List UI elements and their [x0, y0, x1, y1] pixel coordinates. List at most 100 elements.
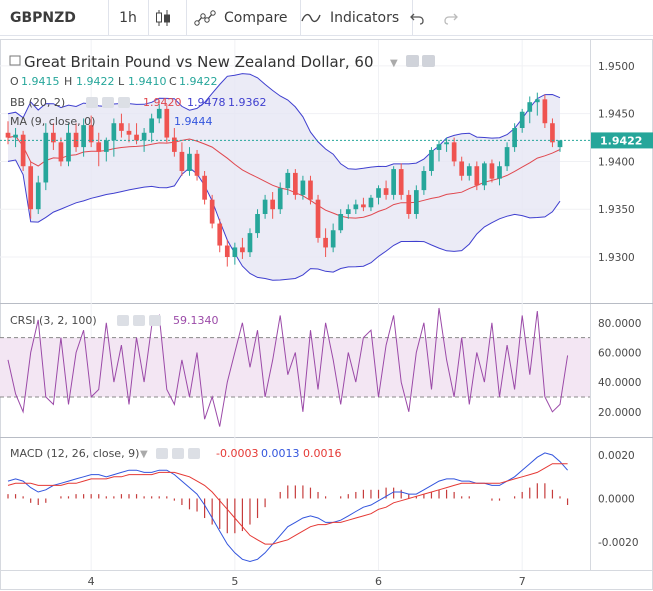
- crsi-gear-icon[interactable]: [133, 315, 145, 326]
- macd-gear-icon[interactable]: [172, 448, 184, 459]
- bb-close-icon[interactable]: [118, 97, 130, 108]
- compare-button[interactable]: Compare: [186, 0, 301, 35]
- crsi-label: CRSI (3, 2, 100): [10, 314, 97, 327]
- candle-body: [126, 130, 132, 135]
- undo-button[interactable]: [404, 0, 438, 35]
- last-price-tag-box: [591, 132, 653, 149]
- candle-body: [519, 111, 525, 128]
- crsi-eye-icon[interactable]: [117, 315, 129, 326]
- candle-body: [451, 142, 457, 162]
- candle-body: [459, 161, 465, 176]
- macd-hist-value: -0.0003: [216, 447, 258, 460]
- price-tick-label: 1.9450: [598, 109, 635, 121]
- candle-body: [361, 204, 366, 208]
- time-tick-label: 5: [231, 575, 238, 588]
- candle-body: [217, 223, 223, 246]
- candle-body: [202, 175, 207, 200]
- candle-body: [285, 172, 291, 189]
- macd-tick-label: -0.0020: [598, 537, 639, 549]
- macd-dropdown-icon[interactable]: ▼: [140, 449, 148, 460]
- bb-label: BB (20, 2): [10, 96, 65, 109]
- candle-body: [398, 169, 404, 195]
- candle-body: [534, 99, 540, 103]
- crsi-close-icon[interactable]: [149, 315, 161, 326]
- gear-icon[interactable]: [422, 55, 435, 67]
- candle-body: [111, 123, 117, 141]
- candle-body: [482, 163, 487, 186]
- candle-body: [330, 230, 336, 248]
- title-dropdown-icon[interactable]: ▼: [390, 58, 398, 69]
- indicators-label: Indicators: [330, 9, 400, 26]
- candle-body: [391, 169, 396, 195]
- candle-body: [542, 99, 548, 124]
- candle-body: [466, 166, 472, 176]
- candle-body: [134, 134, 139, 141]
- macd-close-icon[interactable]: [188, 448, 200, 459]
- symbol-label: GBPNZD: [10, 9, 76, 26]
- redo-icon: [444, 13, 458, 25]
- candle-body: [81, 125, 86, 148]
- candle-body: [550, 123, 555, 143]
- candle-body: [512, 128, 517, 148]
- redo-button[interactable]: [438, 0, 472, 35]
- main-title: Great Britain Pound vs New Zealand Dolla…: [24, 53, 374, 71]
- macd-eye-icon[interactable]: [156, 448, 168, 459]
- compare-icon: [194, 9, 216, 26]
- price-axis[interactable]: 1.9500 1.9450 1.9400 1.9350 1.9300 80.0000 60.…: [598, 61, 641, 549]
- bb-eye-icon[interactable]: [86, 97, 98, 108]
- candle-body: [28, 166, 34, 210]
- price-tick-label: 1.9350: [598, 204, 635, 216]
- collapse-legend-icon[interactable]: [9, 55, 21, 66]
- ohlc-low: 1.9410: [128, 75, 167, 88]
- symbol-search-button[interactable]: GBPNZD: [0, 0, 109, 35]
- candle-body: [149, 118, 155, 133]
- compare-label: Compare: [224, 9, 288, 26]
- candle-body: [172, 137, 177, 152]
- candle-body: [247, 233, 253, 253]
- candle-body: [255, 214, 260, 234]
- candle-body: [421, 171, 427, 191]
- candle-body: [35, 182, 41, 210]
- candles-icon: [156, 9, 170, 26]
- ma-value: 1.9444: [174, 115, 213, 128]
- candle-body: [187, 153, 192, 171]
- bollinger-upper-line: [7, 73, 561, 170]
- bb-basis-value: 1.9420: [143, 96, 182, 109]
- macd-tick-label: 0.0000: [598, 493, 635, 505]
- candle-body: [103, 140, 109, 152]
- chart-type-button[interactable]: [148, 0, 187, 35]
- crsi-tick-label: 80.0000: [598, 318, 641, 330]
- candle-body: [383, 188, 389, 195]
- bb-gear-icon[interactable]: [102, 97, 114, 108]
- candle-body: [224, 245, 230, 257]
- candle-body: [20, 134, 26, 167]
- time-tick-label: 4: [88, 575, 95, 588]
- candle-body: [444, 142, 449, 145]
- macd-histogram: [7, 483, 569, 534]
- chart-area[interactable]: Great Britain Pound vs New Zealand Dolla…: [0, 36, 653, 591]
- candle-body: [270, 199, 276, 210]
- candle-body: [338, 214, 344, 231]
- eye-icon[interactable]: [406, 55, 419, 67]
- last-price-tag: 1.9422: [591, 132, 653, 149]
- ohlc-high: 1.9422: [76, 75, 115, 88]
- bb-upper-value: 1.9478: [187, 96, 226, 109]
- candle-body: [96, 142, 102, 152]
- candle-body: [119, 123, 124, 131]
- time-tick-label: 6: [375, 575, 382, 588]
- time-axis[interactable]: 4 5 6 7: [88, 575, 526, 588]
- price-tick-label: 1.9500: [598, 61, 635, 73]
- candle-body: [277, 188, 283, 210]
- crsi-value: 59.1340: [173, 314, 219, 327]
- candle-body: [88, 125, 94, 143]
- candle-body: [300, 180, 306, 195]
- candle-body: [51, 132, 56, 143]
- crsi-tick-label: 20.0000: [598, 407, 641, 419]
- interval-button[interactable]: 1h: [108, 0, 149, 35]
- crsi-line: [7, 307, 569, 427]
- indicators-icon: [301, 13, 321, 22]
- candle-body: [232, 247, 238, 257]
- ohlc-h-label: H: [64, 75, 72, 88]
- indicators-button[interactable]: Indicators: [292, 0, 413, 35]
- ma-label: MA (9, close, 0): [10, 115, 95, 128]
